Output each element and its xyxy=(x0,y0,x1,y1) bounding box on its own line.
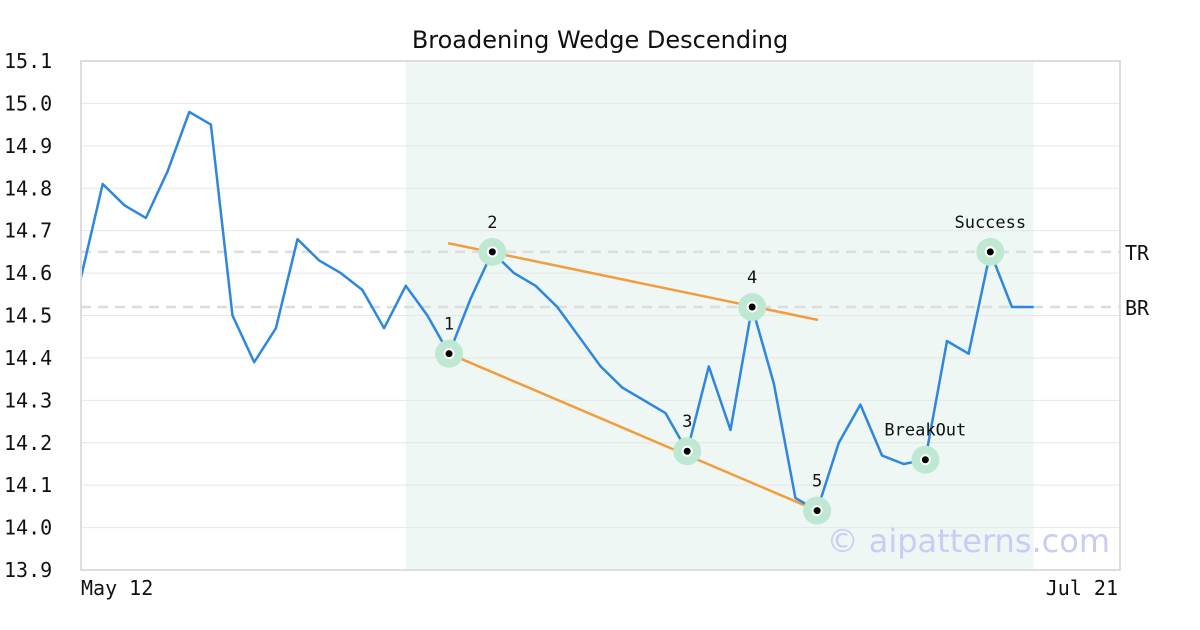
marker-label-2: 2 xyxy=(487,213,497,233)
plot-frame xyxy=(80,60,1121,571)
y-tick-label: 14.3 xyxy=(4,388,52,412)
marker-label-1: 1 xyxy=(444,315,454,335)
level-lines-layer: TR BR xyxy=(81,241,1150,320)
series-layer xyxy=(79,110,1034,512)
y-tick-label: 14.6 xyxy=(4,261,52,285)
y-tick-label: 14.4 xyxy=(4,346,52,370)
grid-layer xyxy=(81,102,1120,529)
axes-layer: 15.1 15.0 14.9 14.8 14.7 14.6 14.5 14.4 14.3 14.2… xyxy=(4,49,1121,600)
marker-dot-5 xyxy=(813,507,821,515)
y-tick-label: 15.1 xyxy=(4,49,52,73)
marker-dot-breakout xyxy=(921,456,929,464)
marker-dot-1 xyxy=(445,350,453,358)
y-tick-label: 14.5 xyxy=(4,304,52,328)
watermark: © aipatterns.com xyxy=(827,522,1110,560)
trendline-lower xyxy=(447,352,819,512)
markers-layer: 1 2 3 4 5 BreakOut Success xyxy=(435,213,1026,525)
x-tick-label-end: Jul 21 xyxy=(1046,576,1118,600)
marker-label-3: 3 xyxy=(682,412,692,432)
y-tick-label: 14.9 xyxy=(4,134,52,158)
chart-title: Broadening Wedge Descending xyxy=(412,26,788,54)
x-tick-label-start: May 12 xyxy=(81,576,153,600)
y-tick-label: 14.0 xyxy=(4,516,52,540)
marker-label-4: 4 xyxy=(747,268,757,288)
y-tick-label: 15.0 xyxy=(4,91,52,115)
marker-dot-success xyxy=(986,248,994,256)
y-tick-label: 14.2 xyxy=(4,431,52,455)
y-tick-label: 14.1 xyxy=(4,473,52,497)
y-tick-label: 14.8 xyxy=(4,176,52,200)
marker-label-5: 5 xyxy=(812,472,822,492)
level-label-br: BR xyxy=(1125,296,1150,320)
marker-dot-2 xyxy=(488,248,496,256)
marker-dot-3 xyxy=(683,447,691,455)
marker-label-breakout: BreakOut xyxy=(884,421,966,441)
marker-label-success: Success xyxy=(954,213,1026,233)
price-line xyxy=(79,110,1034,512)
marker-dot-4 xyxy=(748,303,756,311)
y-tick-label: 14.7 xyxy=(4,219,52,243)
y-tick-label: 13.9 xyxy=(4,558,52,582)
level-label-tr: TR xyxy=(1125,241,1150,265)
